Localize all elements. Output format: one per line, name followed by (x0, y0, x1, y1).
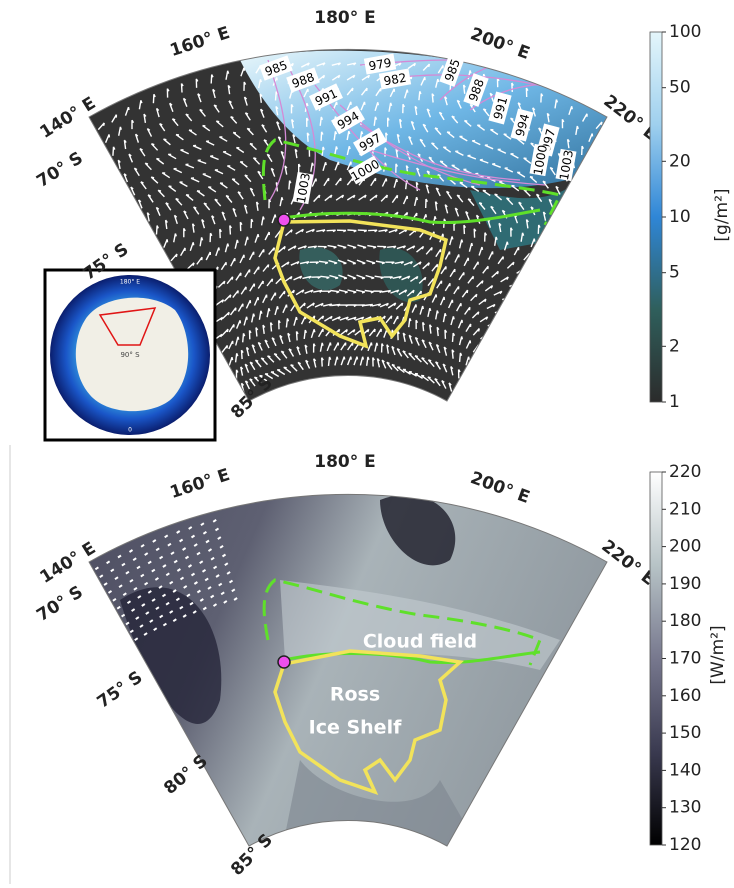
colorbar-tick-label: 1 (669, 392, 680, 412)
isobar-label-box (331, 105, 365, 135)
isobar-label: 988 (463, 73, 489, 107)
colorbar-tick-label: 100 (669, 22, 701, 42)
geo-label: 200° E (468, 24, 533, 64)
site-marker (277, 655, 291, 669)
ross-ice-shelf (273, 649, 464, 795)
isobar-label: 988 (286, 67, 320, 93)
inset-region (98, 307, 157, 346)
colorbar-label: [g/m²] (712, 188, 732, 241)
cloud-dark (120, 587, 222, 724)
isobar-label: 1003 (555, 148, 577, 182)
ross-ice-shelf (273, 219, 449, 349)
annotation: Ice Shelf (309, 717, 402, 739)
inset: 180° E 90° S 0 (43, 268, 217, 442)
isobar-label-box (348, 155, 382, 185)
isobar-label-text: 1003 (557, 149, 576, 182)
isobar-label: 979 (363, 53, 397, 75)
site-marker (277, 213, 291, 227)
isobar-label-box (292, 171, 314, 205)
colorbar-tick-label: 5 (669, 263, 680, 283)
colorbar (649, 31, 663, 403)
colorbar-tick-label: 50 (669, 78, 691, 98)
geo-label: 75° S (94, 667, 147, 712)
colorbar-tick-label: 20 (669, 151, 691, 171)
isobar-label: 985 (439, 53, 465, 87)
colorbar (649, 471, 663, 846)
inset-label: 0 (128, 427, 132, 434)
isobar-label-text: 1000 (531, 144, 550, 177)
annotation: Cloud field (363, 631, 477, 653)
colorbar-tick-label: 10 (669, 207, 691, 227)
isobar-label: 985 (259, 55, 293, 81)
isobar-label-box (363, 53, 397, 75)
geo-label: 180° E (314, 452, 376, 472)
colorbar-tick-label: 160 (669, 686, 701, 706)
isobar-label-box (529, 143, 551, 177)
colorbar-tick-label: 190 (669, 574, 701, 594)
isobar-label-box (309, 83, 343, 111)
isobar-label: 1000 (529, 143, 551, 177)
data-markers (94, 518, 238, 642)
isobar-label-text: 1003 (294, 172, 313, 205)
isobar-label: 994 (510, 108, 534, 142)
isobar-label-box (510, 108, 534, 142)
colorbar-tick-label: 130 (669, 798, 701, 818)
geo-label: 160° E (168, 465, 233, 503)
isobar-label: 982 (378, 68, 412, 90)
map-frame (88, 493, 608, 847)
inset-continent (75, 297, 189, 412)
isobar-label-text: 982 (383, 71, 408, 89)
inset-label: 180° E (120, 279, 140, 286)
isobar-label-box (259, 55, 293, 81)
colorbar-tick-label: 2 (669, 336, 680, 356)
colorbar-tick-label: 170 (669, 649, 701, 669)
cloud-boundary (262, 578, 542, 666)
isobar-label-text: 991 (491, 95, 510, 121)
ice-edge (283, 650, 541, 665)
cloud-dark (380, 494, 456, 566)
geo-label: 160° E (168, 23, 233, 61)
isobar-label: 991 (488, 91, 512, 125)
geo-label: 200° E (468, 468, 533, 508)
geo-label: 180° E (314, 8, 376, 28)
colorbar-tick-label: 180 (669, 611, 701, 631)
map-frame (88, 48, 608, 402)
isobar-label-box (488, 91, 512, 125)
isobar-label-box (439, 53, 465, 87)
isobar-label-box (378, 68, 412, 90)
water-path-patch (299, 247, 343, 291)
ice-edge (283, 208, 541, 225)
geo-label: 70° S (33, 582, 86, 626)
isobar-label: 1003 (292, 171, 314, 205)
colorbar-label: [W/m²] (708, 625, 728, 684)
bottom-map (89, 494, 607, 846)
isobar-label-text: 994 (513, 112, 532, 138)
geo-label: 80° S (160, 751, 211, 799)
annotation: Ross (330, 684, 380, 706)
colorbar-tick-label: 200 (669, 537, 701, 557)
isobar-label-box (463, 73, 489, 107)
isobar-label-text: 979 (368, 56, 393, 74)
inset-label: 90° S (120, 351, 140, 359)
colorbar-tick-label: 150 (669, 723, 701, 743)
colorbar-tick-label: 140 (669, 760, 701, 780)
isobar-label-box (555, 148, 577, 182)
colorbar-tick-label: 210 (669, 499, 701, 519)
geo-label: 70° S (33, 148, 86, 192)
colorbar-tick-label: 220 (669, 462, 701, 482)
isobar-label-box (353, 127, 387, 157)
isobar-label-box (286, 67, 320, 93)
colorbar-tick-label: 120 (669, 835, 701, 855)
cloud-field (280, 580, 560, 670)
